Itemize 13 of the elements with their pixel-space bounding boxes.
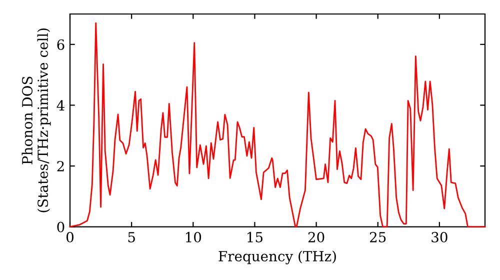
x-tick-label: 15 <box>248 232 262 242</box>
x-tick-label: 25 <box>370 232 386 242</box>
x-tick-label: 5 <box>128 232 135 242</box>
x-tick-label: 10 <box>186 232 202 242</box>
y-axis-title: Phonon DOS (States/THz·primitive cell) <box>22 28 51 212</box>
y-tick-label: 6 <box>57 39 64 50</box>
x-tick-label: 0 <box>66 232 74 242</box>
y-tick-label: 4 <box>56 100 64 110</box>
y-tick-label: 2 <box>57 160 64 172</box>
x-tick-label: 20 <box>308 232 324 242</box>
x-axis-title: Frequency (THz) <box>218 250 336 264</box>
x-tick-label: 30 <box>432 232 448 242</box>
y-tick-label: 0 <box>57 222 64 232</box>
